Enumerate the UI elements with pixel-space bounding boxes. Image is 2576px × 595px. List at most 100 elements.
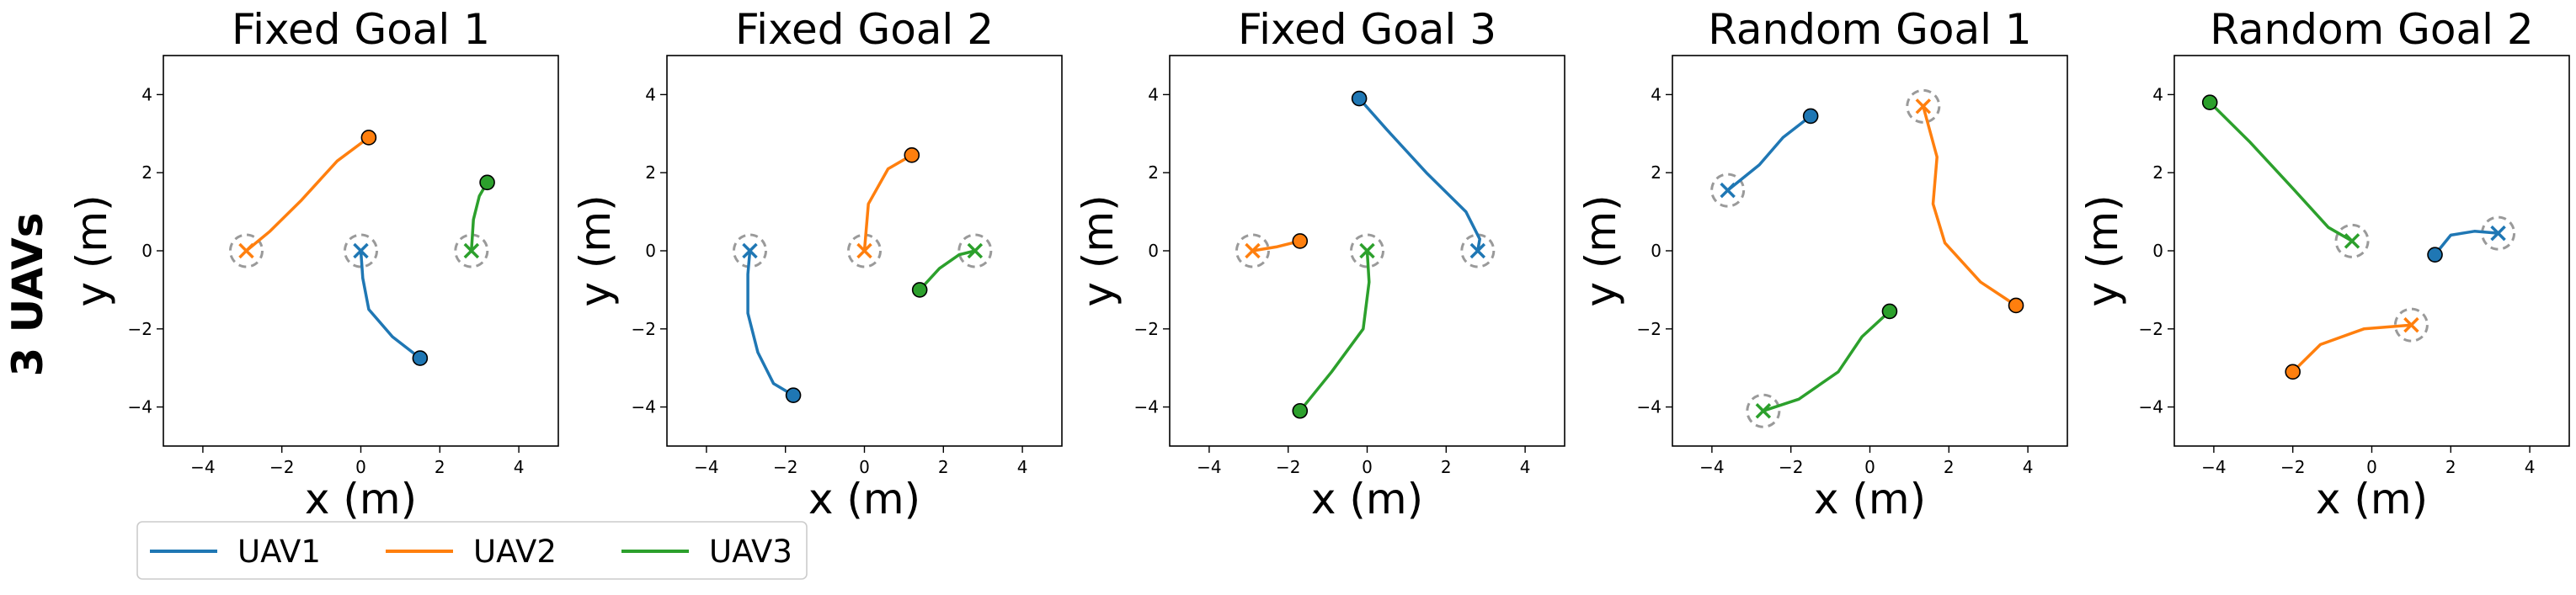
x-axis-label: x (m) bbox=[1311, 475, 1423, 523]
trajectory-uav1 bbox=[2433, 230, 2500, 257]
y-tick-label: −2 bbox=[2139, 319, 2163, 339]
y-tick-label: −4 bbox=[1134, 397, 1159, 417]
x-tick-label: 2 bbox=[1441, 457, 1452, 477]
goal-marker-uav1 bbox=[1469, 242, 1486, 259]
panels: Fixed Goal 1 −4 −2 0 2 4 −4 −2 0 2 4 x (m) y (m) Fixe… bbox=[67, 5, 2570, 523]
start-marker-uav1 bbox=[1351, 90, 1368, 107]
y-tick-label: −2 bbox=[1134, 319, 1159, 339]
row-label: 3 UAVs bbox=[3, 212, 52, 376]
goal-circle-uav2 bbox=[2393, 307, 2429, 343]
goal-circle-uav3 bbox=[454, 233, 489, 268]
goal-marker-uav2 bbox=[238, 242, 254, 259]
y-tick-label: 0 bbox=[141, 241, 152, 261]
y-axis-label: y (m) bbox=[67, 194, 116, 306]
goal-circle-uav2 bbox=[228, 233, 264, 268]
x-tick-label: −4 bbox=[1699, 457, 1724, 477]
x-tick-label: 0 bbox=[1864, 457, 1875, 477]
trajectory-uav3 bbox=[918, 249, 977, 292]
start-marker-uav2 bbox=[904, 147, 920, 163]
start-marker-uav1 bbox=[412, 350, 429, 366]
y-tick-label: 0 bbox=[2152, 241, 2163, 261]
start-marker-uav2 bbox=[1292, 233, 1309, 249]
y-tick-label: 4 bbox=[1148, 84, 1159, 104]
x-tick-label: 2 bbox=[1944, 457, 1955, 477]
goal-circle-uav1 bbox=[1710, 173, 1746, 208]
y-tick-label: 0 bbox=[645, 241, 656, 261]
x-tick-label: 4 bbox=[2023, 457, 2034, 477]
goal-circle-uav1 bbox=[2481, 215, 2516, 251]
start-marker-uav1 bbox=[2427, 247, 2443, 263]
x-tick-label: −4 bbox=[1197, 457, 1221, 477]
axes-frame bbox=[1672, 55, 2068, 447]
goal-marker-uav2 bbox=[1245, 242, 1261, 259]
y-tick-label: −4 bbox=[632, 397, 656, 417]
legend-label-uav2: UAV2 bbox=[473, 534, 557, 570]
goal-marker-uav1 bbox=[353, 242, 369, 259]
y-tick-label: 2 bbox=[2152, 162, 2163, 183]
trajectory-uav2 bbox=[2291, 323, 2413, 374]
x-tick-label: −2 bbox=[1779, 457, 1803, 477]
x-tick-label: 2 bbox=[938, 457, 949, 477]
trajectory-uav2 bbox=[862, 153, 914, 252]
trajectory-uav2 bbox=[1251, 239, 1302, 252]
trajectory-uav1 bbox=[359, 249, 422, 360]
panel-title: Fixed Goal 1 bbox=[232, 5, 490, 54]
x-tick-label: −4 bbox=[694, 457, 718, 477]
x-tick-label: 4 bbox=[2525, 457, 2536, 477]
goal-marker-uav3 bbox=[463, 242, 480, 259]
trajectory-uav1 bbox=[1725, 114, 1812, 192]
trajectory-uav3 bbox=[1299, 249, 1371, 412]
x-tick-label: −2 bbox=[2280, 457, 2305, 477]
legend-box bbox=[136, 521, 808, 580]
x-tick-label: −2 bbox=[269, 457, 294, 477]
y-tick-label: 0 bbox=[1148, 241, 1159, 261]
goal-marker-uav3 bbox=[1755, 403, 1772, 419]
legend-label-uav3: UAV3 bbox=[709, 534, 792, 570]
x-tick-label: 0 bbox=[2366, 457, 2377, 477]
panel-title: Fixed Goal 2 bbox=[735, 5, 994, 54]
y-axis-label: y (m) bbox=[571, 194, 620, 306]
x-tick-label: 0 bbox=[859, 457, 870, 477]
goal-marker-uav3 bbox=[2344, 233, 2360, 249]
y-tick-label: −2 bbox=[1637, 319, 1661, 339]
start-marker-uav1 bbox=[785, 387, 802, 403]
panel-title: Random Goal 2 bbox=[2210, 5, 2533, 54]
x-tick-label: 2 bbox=[435, 457, 445, 477]
start-marker-uav2 bbox=[2008, 297, 2024, 314]
panel-1: Fixed Goal 1 −4 −2 0 2 4 −4 −2 0 2 4 x (m) y (m) bbox=[67, 5, 559, 523]
y-tick-label: −4 bbox=[1637, 397, 1661, 417]
trajectory-uav3 bbox=[470, 181, 489, 252]
legend: UAV1 UAV2 UAV3 bbox=[136, 521, 808, 580]
trajectory-uav2 bbox=[1922, 104, 2018, 307]
goal-marker-uav2 bbox=[856, 242, 872, 259]
y-tick-label: 2 bbox=[141, 162, 152, 183]
legend-label-uav1: UAV1 bbox=[237, 534, 321, 570]
trajectory-uav1 bbox=[1357, 97, 1481, 252]
y-tick-label: 2 bbox=[1148, 162, 1159, 183]
x-axis-label: x (m) bbox=[305, 475, 417, 523]
y-axis-label: y (m) bbox=[2078, 194, 2127, 306]
start-marker-uav3 bbox=[479, 174, 495, 191]
y-axis-label: y (m) bbox=[1074, 194, 1123, 306]
x-axis-label: x (m) bbox=[1814, 475, 1926, 523]
panel-5: Random Goal 2 −4 −2 0 2 4 −4 −2 0 2 4 x (m) y (m) bbox=[2078, 5, 2570, 523]
goal-circle-uav2 bbox=[1235, 233, 1270, 268]
x-tick-label: 4 bbox=[1520, 457, 1531, 477]
goal-circle-uav3 bbox=[957, 233, 993, 268]
x-tick-label: −2 bbox=[773, 457, 797, 477]
goal-marker-uav1 bbox=[742, 242, 758, 259]
start-marker-uav3 bbox=[2201, 94, 2218, 110]
x-tick-label: 0 bbox=[355, 457, 366, 477]
x-axis-label: x (m) bbox=[2316, 475, 2428, 523]
y-tick-label: 2 bbox=[645, 162, 656, 183]
goal-marker-uav3 bbox=[967, 242, 984, 259]
panel-4: Random Goal 1 −4 −2 0 2 4 −4 −2 0 2 4 x (m) y (m) bbox=[1576, 5, 2068, 523]
y-tick-label: −2 bbox=[632, 319, 656, 339]
y-axis-label: y (m) bbox=[1576, 194, 1625, 306]
x-tick-label: −4 bbox=[190, 457, 215, 477]
panel-title: Fixed Goal 3 bbox=[1238, 5, 1496, 54]
goal-marker-uav2 bbox=[1915, 98, 1932, 114]
x-tick-label: −4 bbox=[2201, 457, 2226, 477]
start-marker-uav2 bbox=[2285, 364, 2301, 380]
